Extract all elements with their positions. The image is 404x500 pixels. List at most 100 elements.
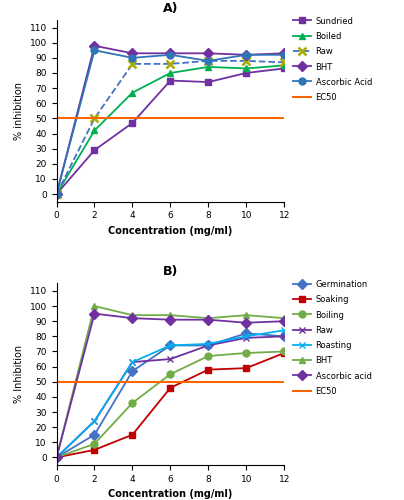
Boiling [130, 400, 135, 406]
Raw [244, 58, 249, 64]
Germination [54, 454, 59, 460]
Sundried [168, 78, 173, 84]
Raw [168, 61, 173, 67]
Legend: Sundried, Boiled, Raw, BHT, Ascorbic Acid, EC50: Sundried, Boiled, Raw, BHT, Ascorbic Aci… [291, 15, 374, 104]
Line: BHT: BHT [53, 42, 288, 198]
Roasting [244, 334, 249, 340]
Title: B): B) [163, 265, 178, 278]
EC50 [206, 116, 211, 121]
Raw [282, 60, 286, 66]
Germination [168, 342, 173, 348]
Boiling [244, 350, 249, 356]
Roasting [92, 418, 97, 424]
Ascorbic Acid [54, 191, 59, 197]
Germination [92, 432, 97, 438]
EC50 [54, 379, 59, 385]
Ascorbic Acid [168, 52, 173, 58]
BHT [130, 312, 135, 318]
BHT [282, 50, 286, 56]
Y-axis label: % Inhibition: % Inhibition [14, 345, 24, 403]
Boiled [282, 62, 286, 68]
Sundried [54, 191, 59, 197]
Ascorbic acid [244, 320, 249, 326]
BHT [92, 42, 97, 48]
Line: Raw: Raw [53, 56, 288, 198]
EC50 [206, 379, 211, 385]
Germination [282, 334, 286, 340]
BHT [244, 52, 249, 58]
Line: Boiling: Boiling [53, 348, 288, 461]
Soaking [130, 432, 135, 438]
Boiling [168, 371, 173, 377]
BHT [130, 50, 135, 56]
Title: A): A) [163, 2, 178, 15]
BHT [282, 315, 286, 321]
EC50 [168, 116, 173, 121]
Sundried [244, 70, 249, 76]
Raw [92, 116, 97, 121]
Roasting [206, 341, 211, 347]
Germination [206, 342, 211, 348]
Line: Ascorbic Acid: Ascorbic Acid [53, 47, 288, 198]
Ascorbic Acid [92, 48, 97, 54]
EC50 [244, 379, 249, 385]
Line: BHT: BHT [53, 302, 288, 461]
Ascorbic acid [54, 454, 59, 460]
Soaking [168, 385, 173, 391]
Sundried [282, 66, 286, 71]
Soaking [282, 350, 286, 356]
X-axis label: Concentration (mg/ml): Concentration (mg/ml) [108, 490, 233, 500]
BHT [54, 454, 59, 460]
Raw [206, 58, 211, 64]
Roasting [130, 359, 135, 365]
Y-axis label: % inhibition: % inhibition [14, 82, 24, 140]
Legend: Germination, Soaking, Boiling, Raw, Roasting, BHT, Ascorbic acid, EC50: Germination, Soaking, Boiling, Raw, Roas… [291, 278, 373, 398]
Ascorbic acid [92, 310, 97, 316]
Sundried [206, 79, 211, 85]
Raw [244, 335, 249, 341]
Boiled [130, 90, 135, 96]
Sundried [130, 120, 135, 126]
Raw [130, 61, 135, 67]
EC50 [244, 116, 249, 121]
Soaking [244, 365, 249, 371]
Boiling [54, 454, 59, 460]
Boiled [168, 70, 173, 76]
Roasting [54, 454, 59, 460]
Ascorbic acid [168, 316, 173, 322]
Raw [206, 342, 211, 348]
Line: Sundried: Sundried [53, 65, 288, 198]
BHT [168, 312, 173, 318]
Line: Soaking: Soaking [53, 350, 288, 461]
Raw [54, 191, 59, 197]
EC50 [92, 379, 97, 385]
EC50 [282, 379, 286, 385]
Sundried [92, 147, 97, 153]
EC50 [168, 379, 173, 385]
Soaking [92, 447, 97, 453]
BHT [54, 191, 59, 197]
Boiled [206, 64, 211, 70]
Boiled [54, 191, 59, 197]
Raw [282, 334, 286, 340]
Line: Raw: Raw [53, 333, 288, 461]
Boiled [244, 66, 249, 71]
Line: Germination: Germination [53, 330, 288, 461]
Soaking [54, 454, 59, 460]
Raw [92, 418, 97, 424]
Boiled [92, 128, 97, 134]
BHT [206, 50, 211, 56]
Roasting [168, 342, 173, 348]
Raw [168, 356, 173, 362]
Ascorbic Acid [206, 58, 211, 64]
Raw [130, 359, 135, 365]
Soaking [206, 366, 211, 372]
Raw [54, 454, 59, 460]
EC50 [130, 379, 135, 385]
BHT [92, 303, 97, 309]
Ascorbic acid [282, 318, 286, 324]
Ascorbic Acid [130, 55, 135, 61]
X-axis label: Concentration (mg/ml): Concentration (mg/ml) [108, 226, 233, 236]
Ascorbic Acid [244, 52, 249, 58]
Boiling [92, 441, 97, 447]
